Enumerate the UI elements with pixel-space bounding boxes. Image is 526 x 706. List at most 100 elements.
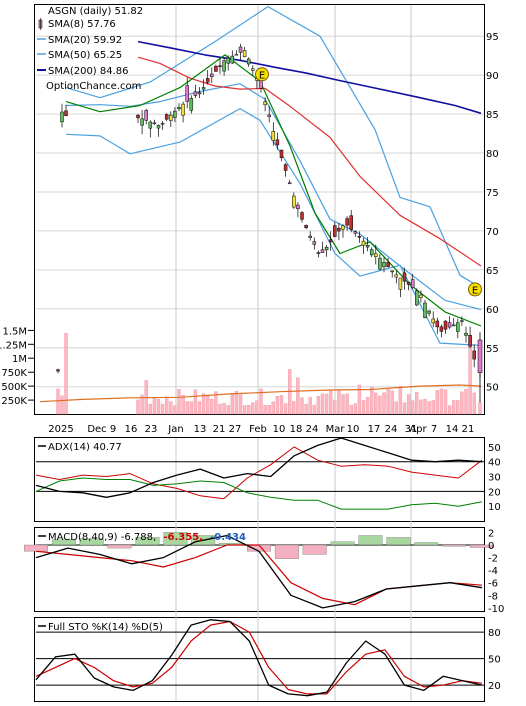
x-tick-label: Jan [167, 424, 183, 435]
volume-bar [308, 397, 312, 415]
volume-bar [365, 397, 370, 415]
volume-bar [370, 387, 374, 415]
volume-bar [402, 402, 407, 415]
price-tick-label: 55 [486, 344, 499, 355]
macd-histogram-bar [163, 532, 188, 546]
candle-body [472, 350, 476, 360]
candle-body [60, 111, 64, 123]
candle-body [296, 204, 300, 210]
earnings-marker-label: E [259, 70, 265, 81]
stochastic-tick-label: 50 [488, 655, 501, 666]
macd-legend: MACD(8,40,9) -6.788, -6.355, -0.434 [38, 532, 246, 543]
x-tick-label: Apr [409, 424, 427, 435]
volume-bar [447, 405, 452, 415]
volume-bar [226, 405, 230, 415]
legend-label-sma50: SMA(50) 65.25 [48, 50, 122, 61]
macd-histogram-bar [274, 544, 299, 559]
candle-body [447, 322, 452, 328]
candle-body [464, 332, 468, 336]
macd-histogram-bar [330, 541, 355, 546]
volume-bar [234, 390, 239, 415]
volume-bar [201, 393, 206, 415]
candle-body [193, 91, 198, 96]
x-tick-label: 13 [194, 424, 207, 435]
adx-plus-di-line [35, 477, 483, 510]
volume-ma-line [39, 384, 482, 403]
candle-body [365, 245, 370, 248]
candle-body [427, 310, 431, 314]
candle-body [451, 324, 456, 327]
stochastic-d-line [35, 620, 483, 695]
candle-body [275, 139, 280, 146]
candle-body [283, 164, 288, 171]
x-tick-label: 10 [273, 424, 286, 435]
volume-bar [189, 401, 194, 415]
x-tick-label: 18 [290, 424, 303, 435]
volume-bar [423, 398, 427, 415]
candle-body [238, 46, 243, 53]
volume-bar [246, 405, 251, 415]
earnings-marker-2 [468, 282, 482, 297]
candle-body [312, 241, 317, 245]
candle-body [242, 50, 247, 57]
candle-body [189, 98, 194, 111]
legend-item-sma8: SMA(8) 57.76 [38, 18, 116, 30]
adx-tick-label: 40 [488, 458, 501, 469]
macd-histogram-bar [107, 544, 132, 549]
candle-body [173, 110, 177, 118]
volume-bar [478, 401, 482, 415]
volume-bar [185, 401, 189, 415]
candle-body [181, 103, 185, 116]
volume-bar [156, 399, 161, 415]
candle-body [185, 85, 189, 102]
volume-bar [292, 401, 296, 415]
volume-tick-label: 500K [1, 382, 27, 393]
volume-bar [181, 395, 185, 415]
x-tick-label: 31 [405, 424, 418, 435]
candle-body [345, 218, 349, 226]
macd-histogram-bar [442, 544, 467, 547]
adx-tick-label: 50 [488, 443, 501, 454]
candle-body [456, 322, 460, 332]
volume-bar [214, 391, 218, 415]
candle-body [460, 320, 464, 322]
legend-item-sma20: SMA(20) 59.92 [37, 35, 122, 46]
adx-minus-di-line [35, 446, 483, 500]
volume-bar [378, 395, 382, 415]
volume-bar [177, 389, 181, 415]
volume-bar [169, 401, 173, 415]
candle-body [328, 239, 333, 243]
candle-body [477, 339, 483, 373]
macd-histogram-bar [24, 544, 48, 552]
volume-bar [435, 390, 439, 415]
candle-body [406, 282, 411, 285]
volume-bar [341, 394, 345, 415]
x-tick-label: 17 [368, 424, 381, 435]
candle-body [320, 249, 325, 253]
volume-bar [411, 400, 415, 415]
indicator-lines [24, 5, 494, 697]
volume-bar [148, 403, 153, 415]
macd-histogram-bar [135, 537, 160, 546]
x-tick-label: 14 [446, 424, 459, 435]
candle-body [56, 369, 60, 372]
stochastic-k-line [35, 619, 483, 697]
candle-body [378, 257, 382, 270]
volume-bar [312, 404, 316, 415]
volume-tick-label: 1.5M [2, 326, 27, 337]
macd-tick-label: -10 [488, 604, 504, 615]
candle-body [410, 279, 415, 288]
adx-tick-label: 20 [488, 487, 501, 498]
earnings-marker-label: E [472, 285, 478, 296]
volume-tick-label: 250K [1, 396, 27, 407]
volume-bar [357, 384, 362, 415]
macd-histogram-bar [51, 539, 76, 546]
candle-body [251, 68, 255, 71]
price-tick-label: 70 [486, 227, 499, 238]
price-tick-label: 75 [486, 188, 499, 199]
volume-bar [267, 405, 271, 415]
volume-tick-label: 1.25M [0, 340, 27, 351]
volume-bar [361, 400, 366, 415]
macd-histogram-bar [386, 537, 411, 546]
